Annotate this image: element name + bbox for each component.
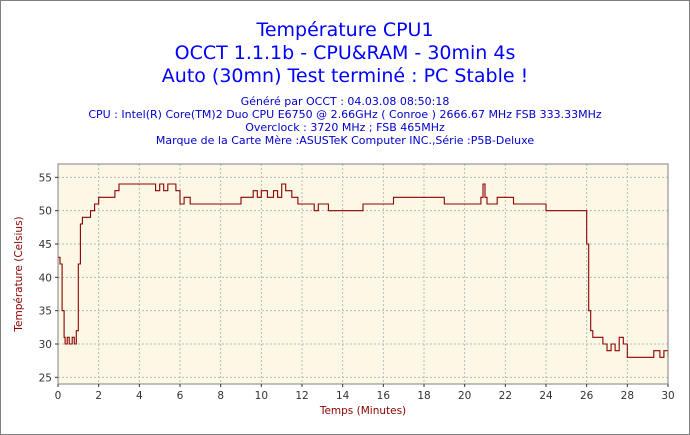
x-tick-label: 20 [458,390,471,402]
y-axis-title: Température (Celsius) [13,216,25,332]
y-tick-label: 25 [39,372,52,384]
series-layer [58,183,669,358]
cpu-info: CPU : Intel(R) Core(TM)2 Duo CPU E6750 @… [88,108,602,121]
x-tick-label: 30 [661,390,674,402]
x-tick-label: 22 [499,390,512,402]
y-tick-label: 45 [39,239,52,251]
plot-area [58,164,668,384]
x-tick-label: 8 [217,390,224,402]
x-tick-label: 0 [55,390,62,402]
y-tick-label: 50 [39,206,52,218]
x-tick-label: 24 [539,390,553,402]
x-tick-label: 14 [336,390,350,402]
x-tick-label: 2 [95,390,102,402]
x-tick-label: 18 [417,390,430,402]
x-tick-label: 4 [136,390,143,402]
plot-border [57,163,669,385]
motherboard-info: Marque de la Carte Mère :ASUSTeK Compute… [155,134,535,147]
chart-title: Température CPU1 [256,19,434,41]
x-tick-label: 12 [295,390,308,402]
y-tick-label: 40 [39,272,52,284]
y-tick-label: 55 [39,172,52,184]
x-tick-label: 6 [177,390,184,402]
x-tick-label: 28 [621,390,634,402]
overclock-info: Overclock : 3720 MHz ; FSB 465MHz [245,121,445,134]
y-tick-label: 30 [39,339,52,351]
x-axis-title: Temps (Minutes) [319,405,406,417]
chart-subtitle-status: Auto (30mn) Test terminé : PC Stable ! [161,65,529,87]
y-tick-label: 35 [39,306,52,318]
x-tick-label: 26 [580,390,594,402]
chart-subtitle-test: OCCT 1.1.1b - CPU&RAM - 30min 4s [174,42,516,64]
x-tick-label: 16 [377,390,391,402]
generated-info: Généré par OCCT : 04.03.08 08:50:18 [240,95,450,108]
x-tick-label: 10 [255,390,268,402]
temperature-series-line [58,183,669,358]
tick-labels: 0 2 4 6 8 10 12 14 16 18 20 22 24 26 28 302530354045505… [39,172,675,402]
